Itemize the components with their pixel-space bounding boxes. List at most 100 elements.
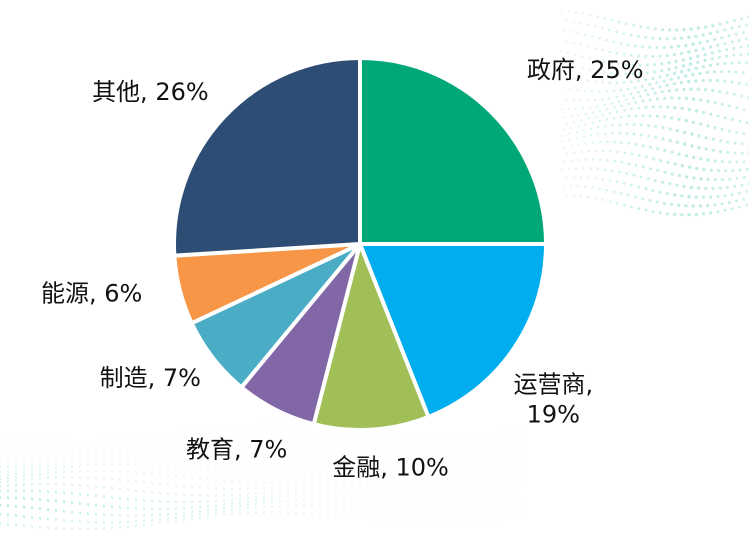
background-dot: [279, 500, 281, 502]
background-dot: [503, 485, 505, 487]
background-dot: [665, 37, 669, 41]
background-dot: [689, 27, 693, 31]
background-dot: [223, 470, 225, 473]
background-dot: [303, 451, 305, 453]
background-dot: [644, 105, 648, 109]
background-dot: [669, 77, 673, 81]
background-dot: [673, 105, 677, 110]
background-dot: [598, 109, 602, 113]
background-dot: [391, 432, 393, 434]
background-dot: [615, 30, 619, 34]
background-dot: [447, 444, 449, 446]
background-dot: [679, 80, 684, 85]
background-dot: [222, 503, 226, 506]
background-dot: [652, 157, 656, 161]
background-dot: [79, 464, 81, 467]
background-dot: [399, 502, 401, 505]
background-dot: [55, 452, 57, 455]
background-dot: [207, 427, 209, 430]
pie-label-line-运营商-1: 运营商,: [513, 370, 593, 398]
background-dot: [359, 465, 361, 468]
background-dot: [705, 203, 710, 208]
background-dot: [734, 199, 738, 203]
background-dot: [327, 444, 329, 446]
background-dot: [375, 464, 377, 466]
background-dot: [728, 160, 732, 164]
background-dot: [495, 502, 497, 504]
background-dot: [687, 194, 691, 199]
background-dot: [423, 471, 425, 473]
background-dot: [6, 473, 10, 476]
background-dot: [230, 493, 234, 497]
background-dot: [479, 440, 481, 442]
background-dot: [6, 504, 10, 508]
background-dot: [215, 460, 217, 463]
background-dot: [659, 158, 663, 163]
background-dot: [423, 434, 425, 436]
background-dot: [519, 477, 521, 480]
pie-label-政府: 政府, 25%: [527, 56, 644, 84]
background-dot: [495, 509, 497, 511]
background-dot: [191, 433, 193, 435]
background-dot: [601, 198, 604, 202]
background-dot: [222, 494, 226, 497]
background-dot: [415, 462, 417, 464]
background-dot: [742, 132, 746, 136]
background-dot: [375, 491, 377, 494]
background-dot: [343, 498, 345, 500]
background-dot: [343, 481, 345, 484]
background-dot: [230, 498, 234, 501]
background-dot: [62, 500, 66, 504]
pie-slice-政府: [358, 56, 548, 246]
background-dot: [359, 491, 361, 493]
background-dot: [206, 512, 210, 515]
background-dot: [737, 38, 741, 42]
background-dot: [118, 478, 122, 481]
background-dot: [103, 444, 105, 446]
background-dot: [287, 431, 289, 433]
background-dot: [270, 505, 274, 508]
background-dot: [447, 464, 449, 467]
background-dot: [54, 499, 58, 503]
background-dot: [174, 500, 178, 504]
background-dot: [127, 470, 129, 473]
background-dot: [319, 484, 321, 487]
background-dot: [479, 492, 481, 494]
background-dot: [616, 150, 619, 154]
background-dot: [641, 114, 645, 118]
background-dot: [615, 201, 619, 205]
background-dot: [182, 518, 186, 521]
background-dot: [247, 473, 249, 475]
background-dot: [637, 79, 640, 83]
background-dot: [670, 202, 674, 206]
background-dot: [0, 474, 2, 477]
background-dot: [198, 486, 202, 489]
background-dot: [126, 506, 130, 510]
background-dot: [573, 151, 576, 154]
background-dot: [327, 435, 329, 437]
background-dot: [303, 504, 305, 507]
background-dot: [720, 36, 724, 40]
background-dot: [175, 435, 177, 437]
background-dot: [519, 468, 521, 470]
background-dot: [439, 455, 441, 458]
background-dot: [174, 493, 178, 496]
background-dot: [22, 471, 26, 474]
background-dot: [287, 467, 289, 469]
background-dot: [190, 485, 194, 488]
background-dot: [471, 516, 473, 518]
background-dot: [630, 205, 633, 209]
background-dot: [119, 442, 121, 445]
background-dot: [166, 513, 170, 516]
background-dot: [447, 515, 449, 518]
background-dot: [383, 519, 385, 522]
background-dot: [625, 123, 629, 126]
background-dot: [375, 454, 377, 456]
background-dot: [135, 443, 137, 446]
background-dot: [431, 506, 433, 508]
background-dot: [134, 507, 138, 510]
background-dot: [303, 512, 305, 514]
background-dot: [86, 476, 90, 479]
background-dot: [668, 139, 672, 143]
background-dot: [407, 441, 409, 443]
